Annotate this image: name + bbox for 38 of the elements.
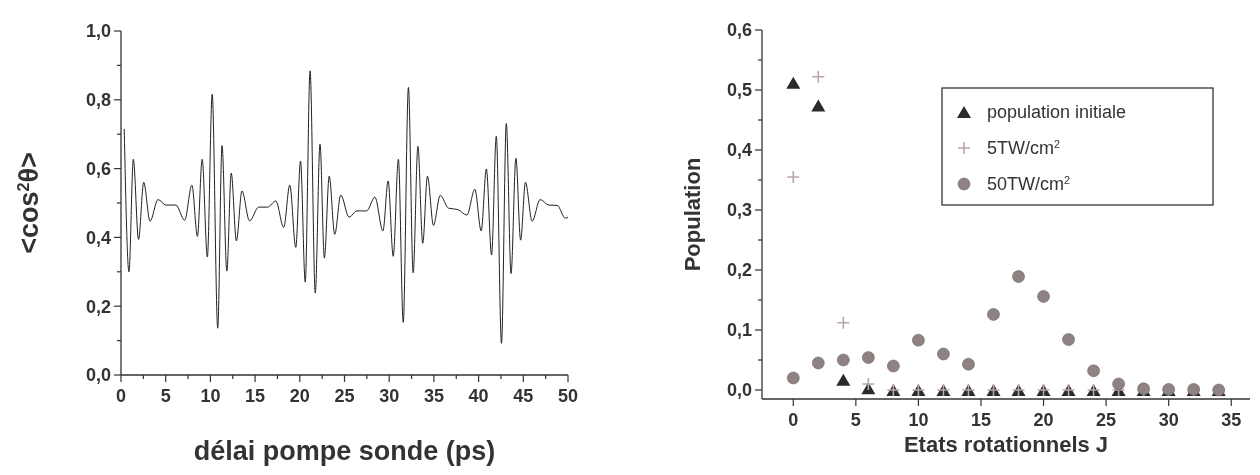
x-tick-label: 50 [557,386,579,406]
y-tick-label: 0,1 [726,320,752,341]
y-tick-label: 0,6 [726,20,752,41]
y-tick-label: 0,4 [726,140,752,161]
x-tick-label: 30 [1158,410,1179,430]
x-tick-label: 10 [200,386,221,406]
x-tick-label: 20 [1033,410,1054,430]
x-axis-title: Etats rotationnels J [903,432,1109,457]
x-tick-label: 15 [245,386,266,406]
legend-label: 50TW/cm$^{2}$ [987,174,1071,195]
y-tick-label: 0,3 [726,200,752,221]
x-tick-label: 5 [160,386,171,406]
x-tick-label: 15 [970,410,991,430]
y-tick-label: 0,6 [85,158,111,179]
x-tick-label: 30 [379,386,400,406]
x-axis-title: délai pompe sonde (ps) [193,436,496,466]
x-tick-label: 10 [908,410,929,430]
x-tick-label: 40 [468,386,489,406]
x-tick-label: 5 [850,410,861,430]
x-tick-label: 35 [1221,410,1242,430]
y-tick-label: 0,5 [726,80,752,101]
x-tick-label: 25 [1096,410,1117,430]
x-tick-label: 0 [115,386,127,406]
y-tick-label: 0,2 [726,260,752,281]
y-tick-label: 0,2 [85,296,111,317]
x-tick-label: 45 [513,386,534,406]
y-tick-label: 0,8 [85,90,111,111]
legend-label: population initiale [987,102,1127,123]
x-tick-label: 25 [334,386,355,406]
y-tick-label: 1,0 [85,21,111,42]
y-axis-title: Population [680,157,705,272]
x-tick-label: 20 [289,386,310,406]
legend-label: 5TW/cm$^{2}$ [987,138,1061,159]
x-tick-label: 0 [788,410,799,430]
y-tick-label: 0,0 [726,380,752,401]
x-tick-label: 35 [423,386,444,406]
y-tick-label: 0,0 [85,365,111,386]
y-tick-label: 0,4 [85,227,111,248]
